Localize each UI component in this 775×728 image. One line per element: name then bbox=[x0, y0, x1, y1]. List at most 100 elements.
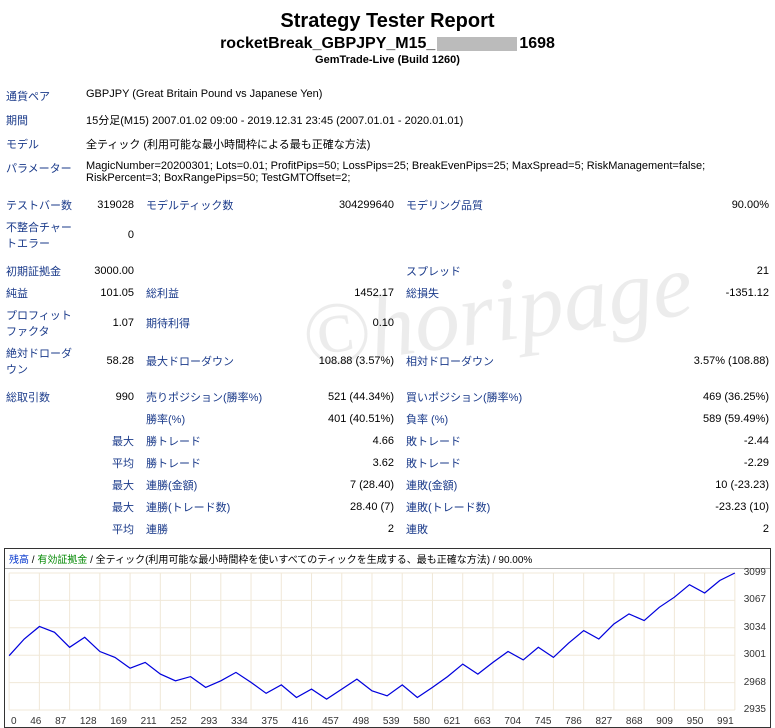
net-value: 101.05 bbox=[80, 282, 140, 304]
gross-label: 総利益 bbox=[140, 282, 280, 304]
param-value: MagicNumber=20200301; Lots=0.01; ProfitP… bbox=[80, 156, 775, 188]
testbar-label: テストバー数 bbox=[0, 194, 80, 216]
chart-xlabels: 0468712816921125229333437541645749853958… bbox=[5, 716, 770, 727]
modtick-value: 304299640 bbox=[280, 194, 400, 216]
sell-value: 521 (44.34%) bbox=[280, 386, 400, 408]
chart-xlabel: 786 bbox=[565, 716, 582, 727]
chart-xlabel: 128 bbox=[80, 716, 97, 727]
subtitle-post: 1698 bbox=[519, 35, 555, 52]
lose-value: 589 (59.49%) bbox=[540, 408, 775, 430]
spread-label: スプレッド bbox=[400, 260, 540, 282]
r11-tag: 最大 bbox=[80, 474, 140, 496]
equity-chart: 残高 / 有効証拠金 / 全ティック(利用可能な最小時間枠を使いすべてのティック… bbox=[4, 548, 771, 728]
chart-xlabel: 621 bbox=[444, 716, 461, 727]
r11-cl-value: 10 (-23.23) bbox=[540, 474, 775, 496]
reldd-value: 3.57% (108.88) bbox=[540, 342, 775, 380]
chart-xlabel: 827 bbox=[596, 716, 613, 727]
lose-label: 負率 (%) bbox=[400, 408, 540, 430]
r13-cw-value: 2 bbox=[280, 518, 400, 540]
deposit-label: 初期証拠金 bbox=[0, 260, 80, 282]
legend-equity: 有効証拠金 bbox=[37, 555, 87, 566]
chart-xlabel: 334 bbox=[231, 716, 248, 727]
modq-value: 90.00% bbox=[540, 194, 775, 216]
legend-rest: / 全ティック(利用可能な最小時間枠を使いすべてのティックを生成する、最も正確な… bbox=[90, 555, 532, 566]
chart-xlabel: 375 bbox=[261, 716, 278, 727]
chart-xlabel: 580 bbox=[413, 716, 430, 727]
build-info: GemTrade-Live (Build 1260) bbox=[0, 54, 775, 66]
chart-ylabel: 3001 bbox=[744, 649, 766, 660]
chart-ylabel: 3067 bbox=[744, 594, 766, 605]
sell-label: 売りポジション(勝率%) bbox=[140, 386, 280, 408]
deposit-value: 3000.00 bbox=[80, 260, 140, 282]
r13-cl-value: 2 bbox=[540, 518, 775, 540]
chart-xlabel: 950 bbox=[687, 716, 704, 727]
chart-ylabel: 2935 bbox=[744, 704, 766, 715]
chart-ylabel: 3034 bbox=[744, 622, 766, 633]
modtick-label: モデルティック数 bbox=[140, 194, 280, 216]
chart-xlabel: 169 bbox=[110, 716, 127, 727]
reldd-label: 相対ドローダウン bbox=[400, 342, 540, 380]
win-label: 勝率(%) bbox=[140, 408, 280, 430]
r12-tag: 最大 bbox=[80, 496, 140, 518]
chart-xlabel: 211 bbox=[141, 716, 157, 727]
model-label: モデル bbox=[0, 132, 80, 156]
chart-xlabel: 539 bbox=[383, 716, 400, 727]
period-value: 15分足(M15) 2007.01.02 09:00 - 2019.12.31 … bbox=[80, 108, 775, 132]
mismatch-value: 0 bbox=[80, 216, 140, 254]
r12-cw-value: 28.40 (7) bbox=[280, 496, 400, 518]
chart-xlabel: 704 bbox=[504, 716, 521, 727]
report-subtitle: rocketBreak_GBPJPY_M15_ 1698 bbox=[0, 35, 775, 53]
chart-xlabel: 87 bbox=[55, 716, 66, 727]
tot-label: 総取引数 bbox=[0, 386, 80, 408]
loss-value: -1351.12 bbox=[540, 282, 775, 304]
pair-value: GBPJPY (Great Britain Pound vs Japanese … bbox=[80, 84, 775, 108]
model-value: 全ティック (利用可能な最小時間枠による最も正確な方法) bbox=[80, 132, 775, 156]
period-label: 期間 bbox=[0, 108, 80, 132]
r13-cl-label: 連敗 bbox=[400, 518, 540, 540]
r12-cl-label: 連敗(トレード数) bbox=[400, 496, 540, 518]
chart-ylabel: 3099 bbox=[744, 567, 766, 578]
r10-wt-label: 勝トレード bbox=[140, 452, 280, 474]
chart-xlabel: 457 bbox=[322, 716, 339, 727]
r13-cw-label: 連勝 bbox=[140, 518, 280, 540]
chart-xlabel: 0 bbox=[11, 716, 17, 727]
r10-lt-value: -2.29 bbox=[540, 452, 775, 474]
chart-xlabel: 663 bbox=[474, 716, 491, 727]
loss-label: 総損失 bbox=[400, 282, 540, 304]
pf-value: 1.07 bbox=[80, 304, 140, 342]
r10-wt-value: 3.62 bbox=[280, 452, 400, 474]
param-label: パラメーター bbox=[0, 156, 80, 188]
r9-wt-value: 4.66 bbox=[280, 430, 400, 452]
win-value: 401 (40.51%) bbox=[280, 408, 400, 430]
r12-cw-label: 連勝(トレード数) bbox=[140, 496, 280, 518]
absdd-label: 絶対ドローダウン bbox=[0, 342, 80, 380]
pair-label: 通貨ペア bbox=[0, 84, 80, 108]
chart-xlabel: 745 bbox=[535, 716, 552, 727]
tot-value: 990 bbox=[80, 386, 140, 408]
maxdd-label: 最大ドローダウン bbox=[140, 342, 280, 380]
r10-lt-label: 敗トレード bbox=[400, 452, 540, 474]
chart-xlabel: 293 bbox=[201, 716, 218, 727]
chart-plot: 3099 3067 3034 3001 2968 2935 bbox=[5, 569, 770, 714]
exp-value: 0.10 bbox=[280, 304, 400, 342]
buy-label: 買いポジション(勝率%) bbox=[400, 386, 540, 408]
r9-tag: 最大 bbox=[80, 430, 140, 452]
chart-xlabel: 498 bbox=[353, 716, 370, 727]
chart-xlabel: 46 bbox=[30, 716, 41, 727]
r10-tag: 平均 bbox=[80, 452, 140, 474]
subtitle-pre: rocketBreak_GBPJPY_M15_ bbox=[220, 35, 435, 52]
r13-tag: 平均 bbox=[80, 518, 140, 540]
r12-cl-value: -23.23 (10) bbox=[540, 496, 775, 518]
r9-wt-label: 勝トレード bbox=[140, 430, 280, 452]
spread-value: 21 bbox=[540, 260, 775, 282]
gross-value: 1452.17 bbox=[280, 282, 400, 304]
chart-legend: 残高 / 有効証拠金 / 全ティック(利用可能な最小時間枠を使いすべてのティック… bbox=[5, 549, 770, 569]
chart-xlabel: 252 bbox=[170, 716, 187, 727]
chart-ylabel: 2968 bbox=[744, 677, 766, 688]
pf-label: プロフィットファクタ bbox=[0, 304, 80, 342]
r9-lt-value: -2.44 bbox=[540, 430, 775, 452]
net-label: 純益 bbox=[0, 282, 80, 304]
r11-cw-label: 連勝(金額) bbox=[140, 474, 280, 496]
r11-cw-value: 7 (28.40) bbox=[280, 474, 400, 496]
legend-balance: 残高 bbox=[9, 555, 29, 566]
